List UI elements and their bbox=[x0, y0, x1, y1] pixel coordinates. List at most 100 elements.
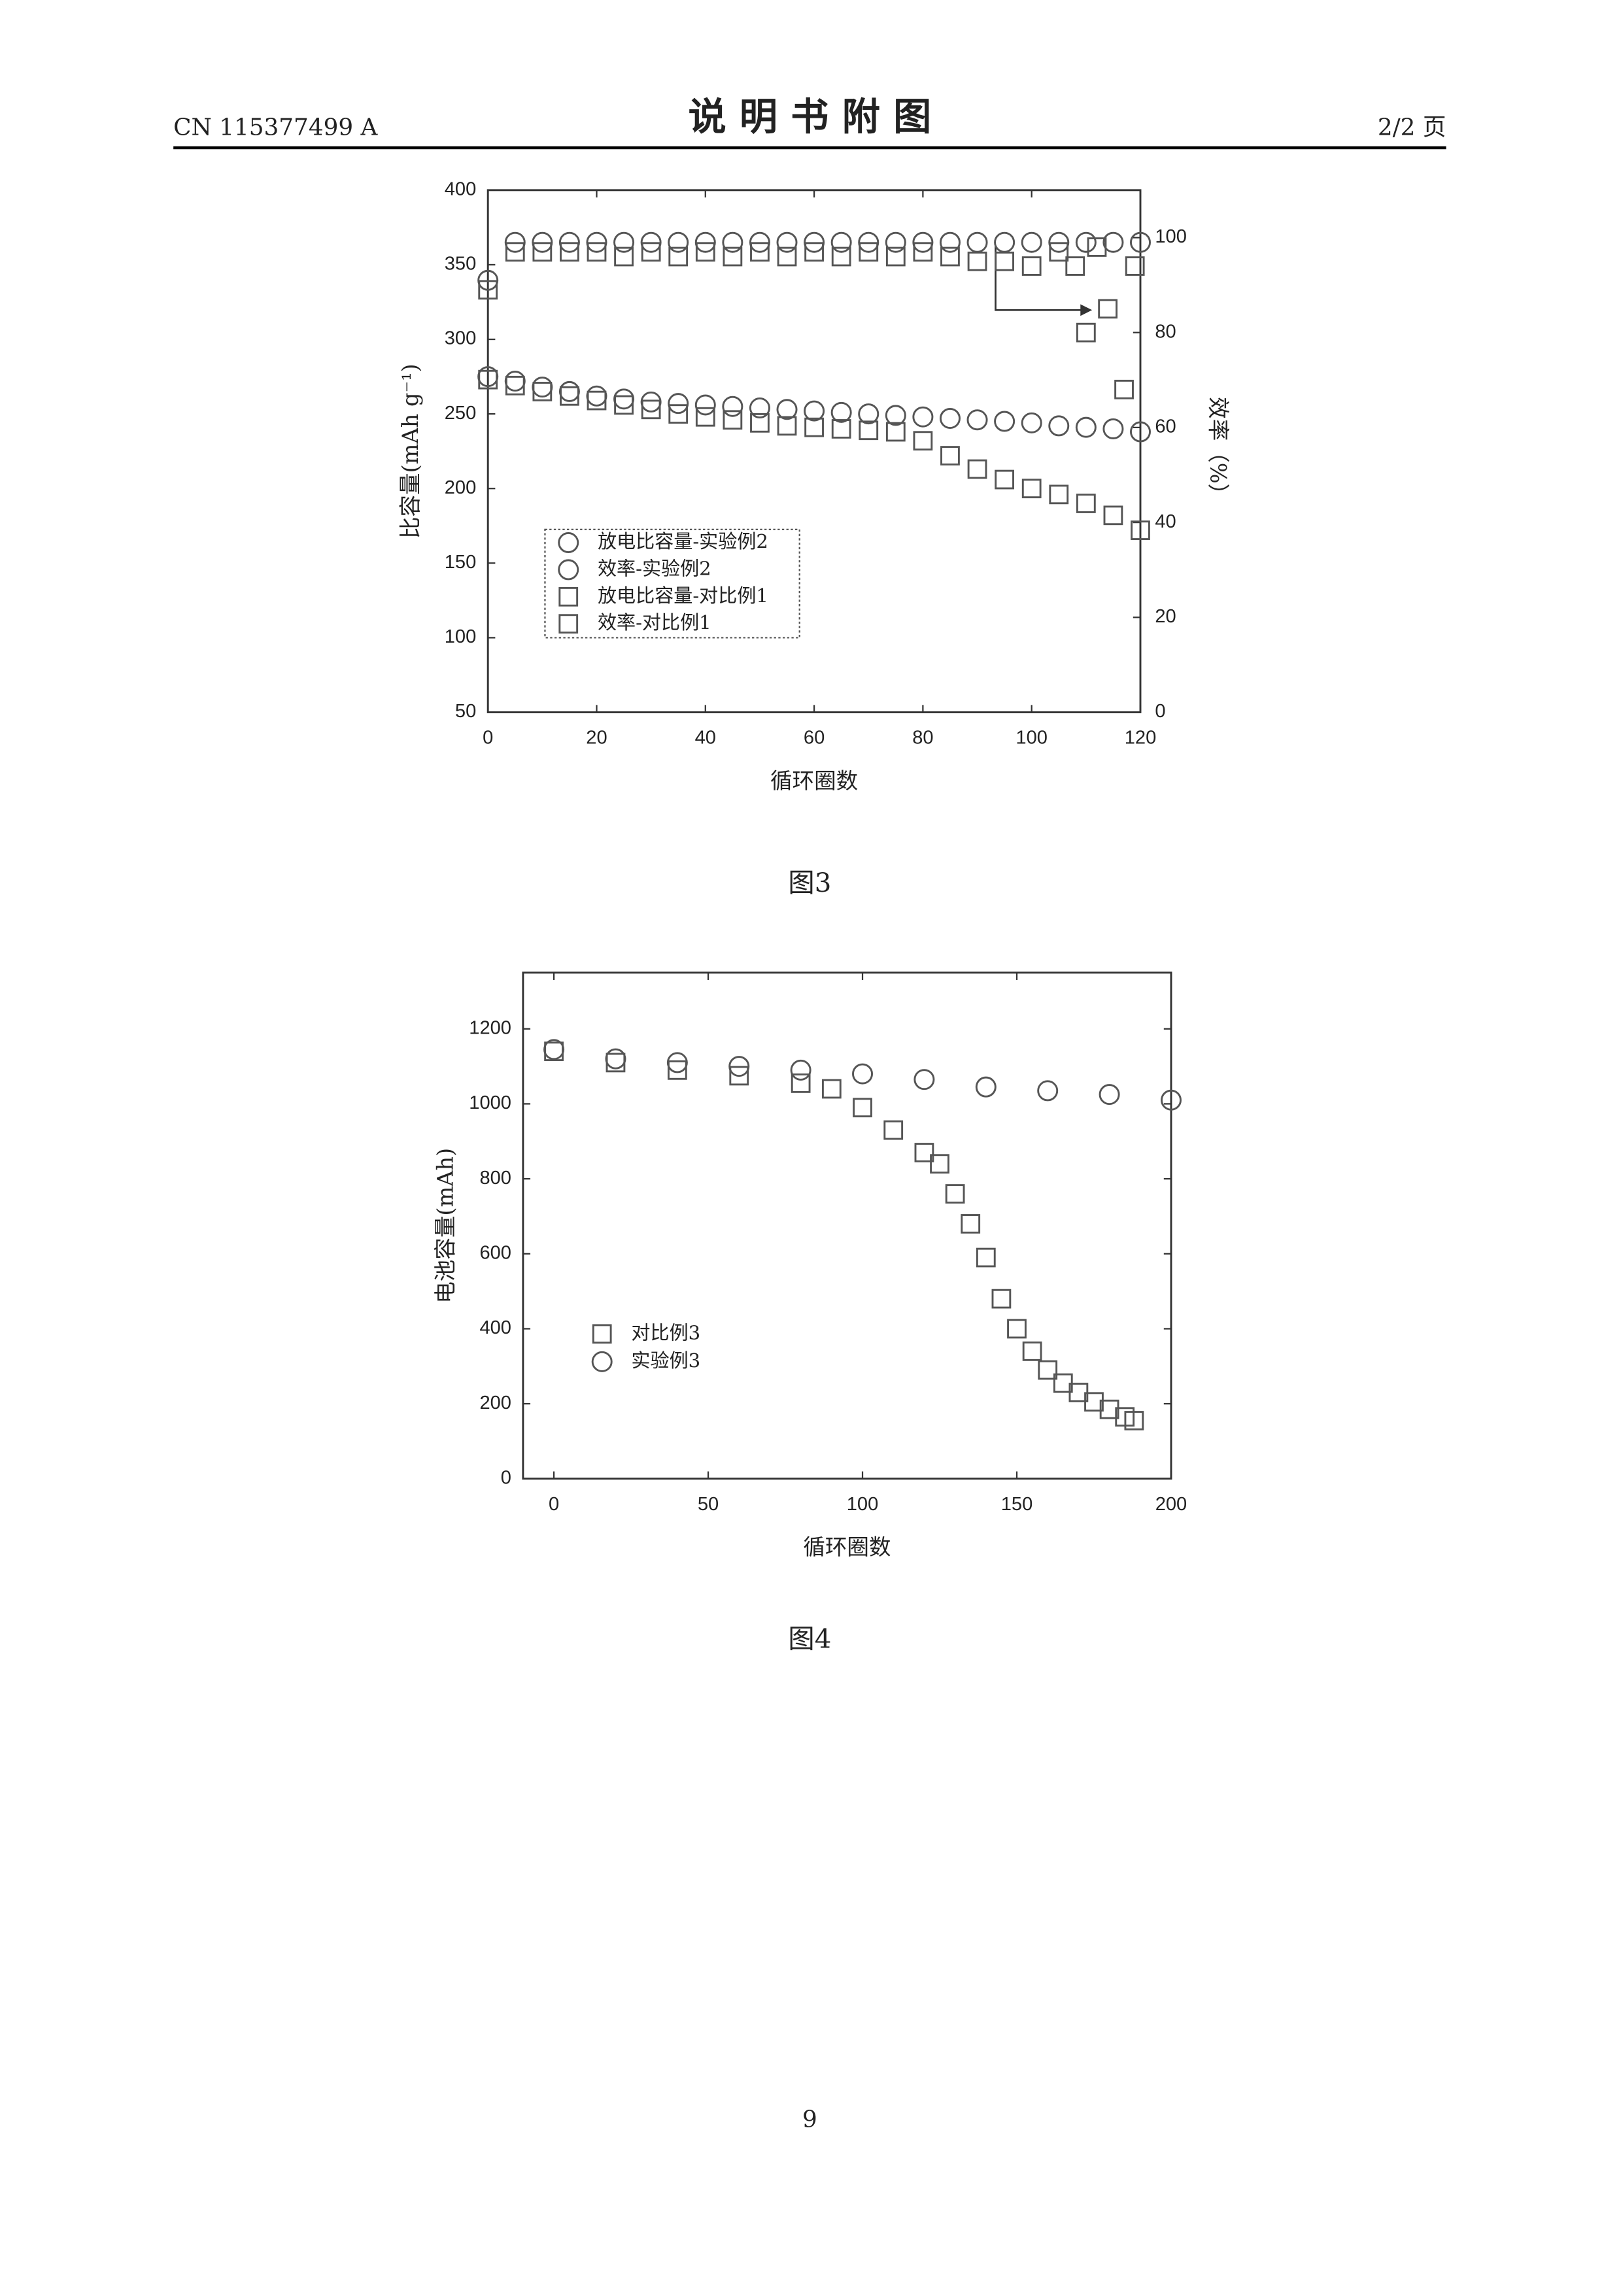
data-point bbox=[640, 391, 662, 413]
y-tick-label: 400 bbox=[445, 179, 477, 200]
data-point bbox=[912, 406, 934, 428]
x-axis-label: 循环圈数 bbox=[770, 768, 858, 794]
data-point bbox=[1038, 1360, 1058, 1380]
legend-label: 对比例3 bbox=[631, 1321, 700, 1343]
data-point bbox=[695, 242, 715, 262]
data-point bbox=[804, 242, 824, 262]
data-point bbox=[1103, 505, 1123, 526]
data-point bbox=[913, 1069, 935, 1090]
y-axis-label: 电池容量(mAh) bbox=[433, 1148, 458, 1304]
y-tick-label: 150 bbox=[445, 552, 477, 573]
legend-label: 实验例3 bbox=[631, 1349, 700, 1372]
data-point bbox=[976, 1247, 996, 1268]
data-point bbox=[1102, 418, 1124, 439]
x-tick-label: 150 bbox=[1001, 1494, 1033, 1515]
data-point bbox=[543, 1039, 565, 1060]
legend-label: 放电比容量-实验例2 bbox=[598, 530, 768, 552]
x-tick-label: 120 bbox=[1125, 727, 1157, 748]
data-point bbox=[830, 231, 852, 253]
data-point bbox=[1049, 242, 1069, 262]
data-point bbox=[1160, 1089, 1182, 1111]
data-point bbox=[605, 1048, 626, 1070]
data-point bbox=[885, 405, 906, 426]
data-point bbox=[914, 1143, 934, 1162]
data-point bbox=[478, 280, 498, 300]
data-point bbox=[804, 417, 824, 437]
data-point bbox=[532, 382, 553, 401]
x-tick-label: 50 bbox=[698, 1494, 719, 1515]
y-tick-label: 100 bbox=[445, 626, 477, 647]
data-point bbox=[883, 1120, 904, 1140]
data-point bbox=[885, 246, 906, 267]
data-point bbox=[967, 459, 987, 479]
data-point bbox=[1048, 415, 1070, 437]
y-tick-label: 800 bbox=[479, 1168, 511, 1189]
y-tick-label: 200 bbox=[479, 1393, 511, 1413]
data-point bbox=[750, 242, 770, 262]
data-point bbox=[885, 231, 906, 253]
data-point bbox=[668, 404, 689, 424]
data-point bbox=[749, 397, 770, 419]
annotation-arrow bbox=[995, 245, 1084, 311]
data-point bbox=[777, 246, 797, 267]
data-point bbox=[966, 231, 988, 253]
legend-marker bbox=[558, 532, 579, 554]
data-point bbox=[858, 403, 879, 425]
data-point bbox=[940, 446, 960, 465]
data-point bbox=[505, 242, 525, 262]
y-tick-label: 200 bbox=[445, 477, 477, 498]
x-tick-label: 200 bbox=[1155, 1494, 1187, 1515]
y-tick-label: 1200 bbox=[469, 1017, 511, 1038]
legend-label: 效率-实验例2 bbox=[598, 557, 711, 579]
data-point bbox=[859, 420, 879, 441]
data-point bbox=[994, 411, 1015, 432]
data-point bbox=[967, 251, 987, 271]
y2-tick-label: 20 bbox=[1155, 606, 1176, 627]
y2-tick-label: 0 bbox=[1155, 701, 1165, 722]
data-point bbox=[991, 1289, 1012, 1309]
data-point bbox=[939, 407, 961, 429]
data-point bbox=[723, 410, 743, 430]
data-point bbox=[1087, 237, 1107, 257]
x-tick-label: 100 bbox=[1015, 727, 1048, 748]
y-tick-label: 0 bbox=[501, 1468, 511, 1489]
data-point bbox=[966, 409, 988, 431]
data-point bbox=[532, 377, 553, 398]
data-point bbox=[1075, 416, 1097, 438]
data-point bbox=[1124, 1411, 1144, 1430]
legend-marker bbox=[558, 614, 579, 634]
data-point bbox=[668, 393, 689, 414]
data-point bbox=[614, 246, 634, 267]
data-point bbox=[587, 242, 607, 262]
data-point bbox=[1130, 231, 1151, 253]
data-point bbox=[1065, 256, 1085, 276]
data-point bbox=[1037, 1080, 1059, 1102]
y-tick-label: 1000 bbox=[469, 1092, 511, 1113]
data-point bbox=[939, 231, 961, 253]
y2-tick-label: 80 bbox=[1155, 321, 1176, 342]
y-axis-label: 比容量(mAh g⁻¹) bbox=[398, 363, 423, 539]
data-point bbox=[505, 375, 525, 396]
x-axis-label: 循环圈数 bbox=[803, 1534, 891, 1560]
header-left: CN 115377499 A bbox=[173, 114, 378, 141]
legend-label: 效率-对比例1 bbox=[598, 611, 711, 633]
figure-caption: 图4 bbox=[788, 1625, 831, 1655]
data-point bbox=[1102, 231, 1124, 253]
data-point bbox=[558, 380, 580, 402]
figure-caption: 图3 bbox=[788, 868, 831, 898]
data-point bbox=[641, 242, 661, 262]
data-point bbox=[945, 1184, 965, 1204]
plot-frame bbox=[522, 971, 1172, 1480]
data-point bbox=[613, 231, 635, 253]
header-right: 2/2 页 bbox=[1378, 114, 1446, 141]
data-point bbox=[975, 1076, 997, 1098]
data-point bbox=[1049, 484, 1069, 505]
y2-tick-label: 40 bbox=[1155, 511, 1176, 532]
data-point bbox=[831, 419, 851, 439]
data-point bbox=[723, 246, 743, 267]
arrow-head bbox=[1080, 304, 1093, 316]
data-point bbox=[478, 369, 498, 390]
data-point bbox=[994, 231, 1015, 253]
data-point bbox=[885, 422, 906, 442]
